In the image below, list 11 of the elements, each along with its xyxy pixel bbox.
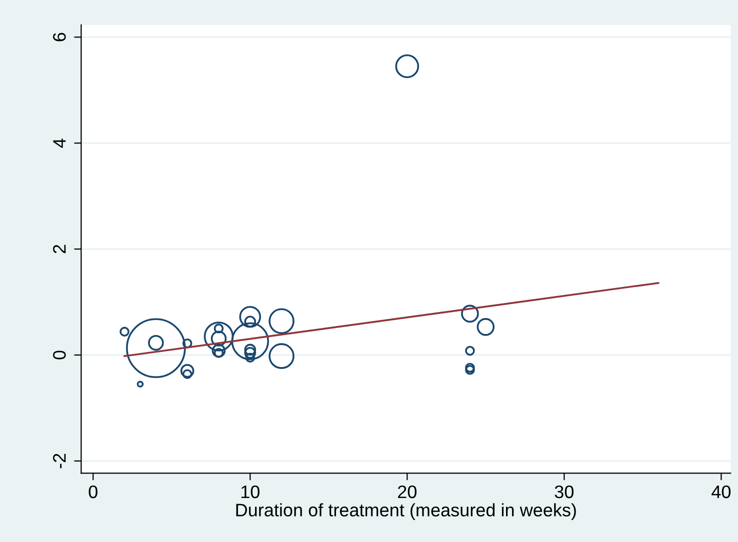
y-tick-label: 4: [53, 138, 66, 148]
y-tick-label: 0: [53, 350, 66, 360]
x-axis-title: Duration of treatment (measured in weeks): [236, 503, 576, 520]
x-tick-label: 40: [712, 485, 731, 498]
y-tick-label: 6: [53, 32, 66, 42]
x-tick-label: 0: [88, 485, 98, 498]
x-tick-label: 20: [398, 485, 416, 498]
y-tick-label: 2: [53, 244, 66, 254]
x-tick-label: 30: [554, 485, 574, 498]
x-tick-label: 10: [241, 485, 260, 498]
y-tick-label: -2: [53, 454, 66, 468]
